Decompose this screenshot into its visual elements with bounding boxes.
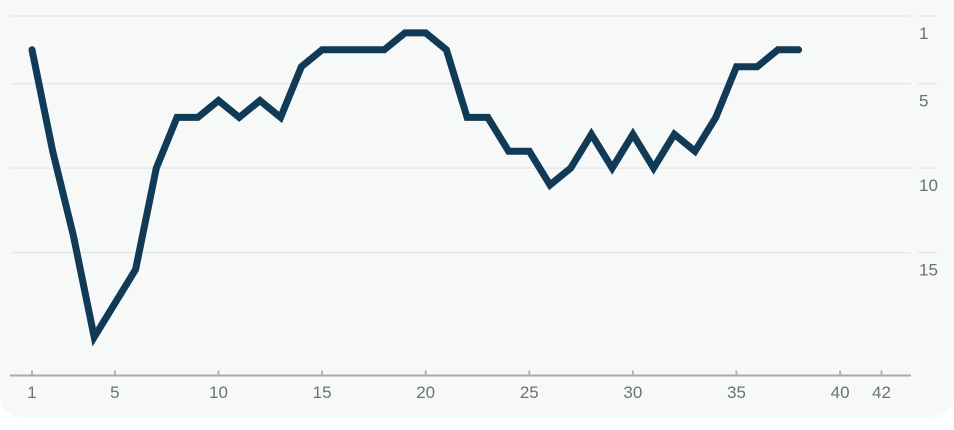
y-axis-label-15: 15 — [919, 261, 938, 280]
x-axis-label-40: 40 — [831, 383, 850, 402]
chart-position-line — [28, 29, 803, 347]
x-axis-label-20: 20 — [416, 383, 435, 402]
x-axis-label-25: 25 — [520, 383, 539, 402]
x-axis-label-1: 1 — [27, 383, 36, 402]
y-axis-label-10: 10 — [919, 176, 938, 195]
x-axis-label-30: 30 — [623, 383, 642, 402]
x-axis-label-5: 5 — [110, 383, 119, 402]
x-axis-label-35: 35 — [727, 383, 746, 402]
chart-card: 1 5 10 15 1 5 10 15 20 25 30 35 40 42 — [10, 15, 938, 402]
y-axis-label-5: 5 — [919, 92, 928, 111]
x-axis-label-42: 42 — [872, 383, 891, 402]
y-axis-label-1: 1 — [919, 24, 928, 43]
x-axis-label-10: 10 — [209, 383, 228, 402]
x-axis-label-15: 15 — [313, 383, 332, 402]
